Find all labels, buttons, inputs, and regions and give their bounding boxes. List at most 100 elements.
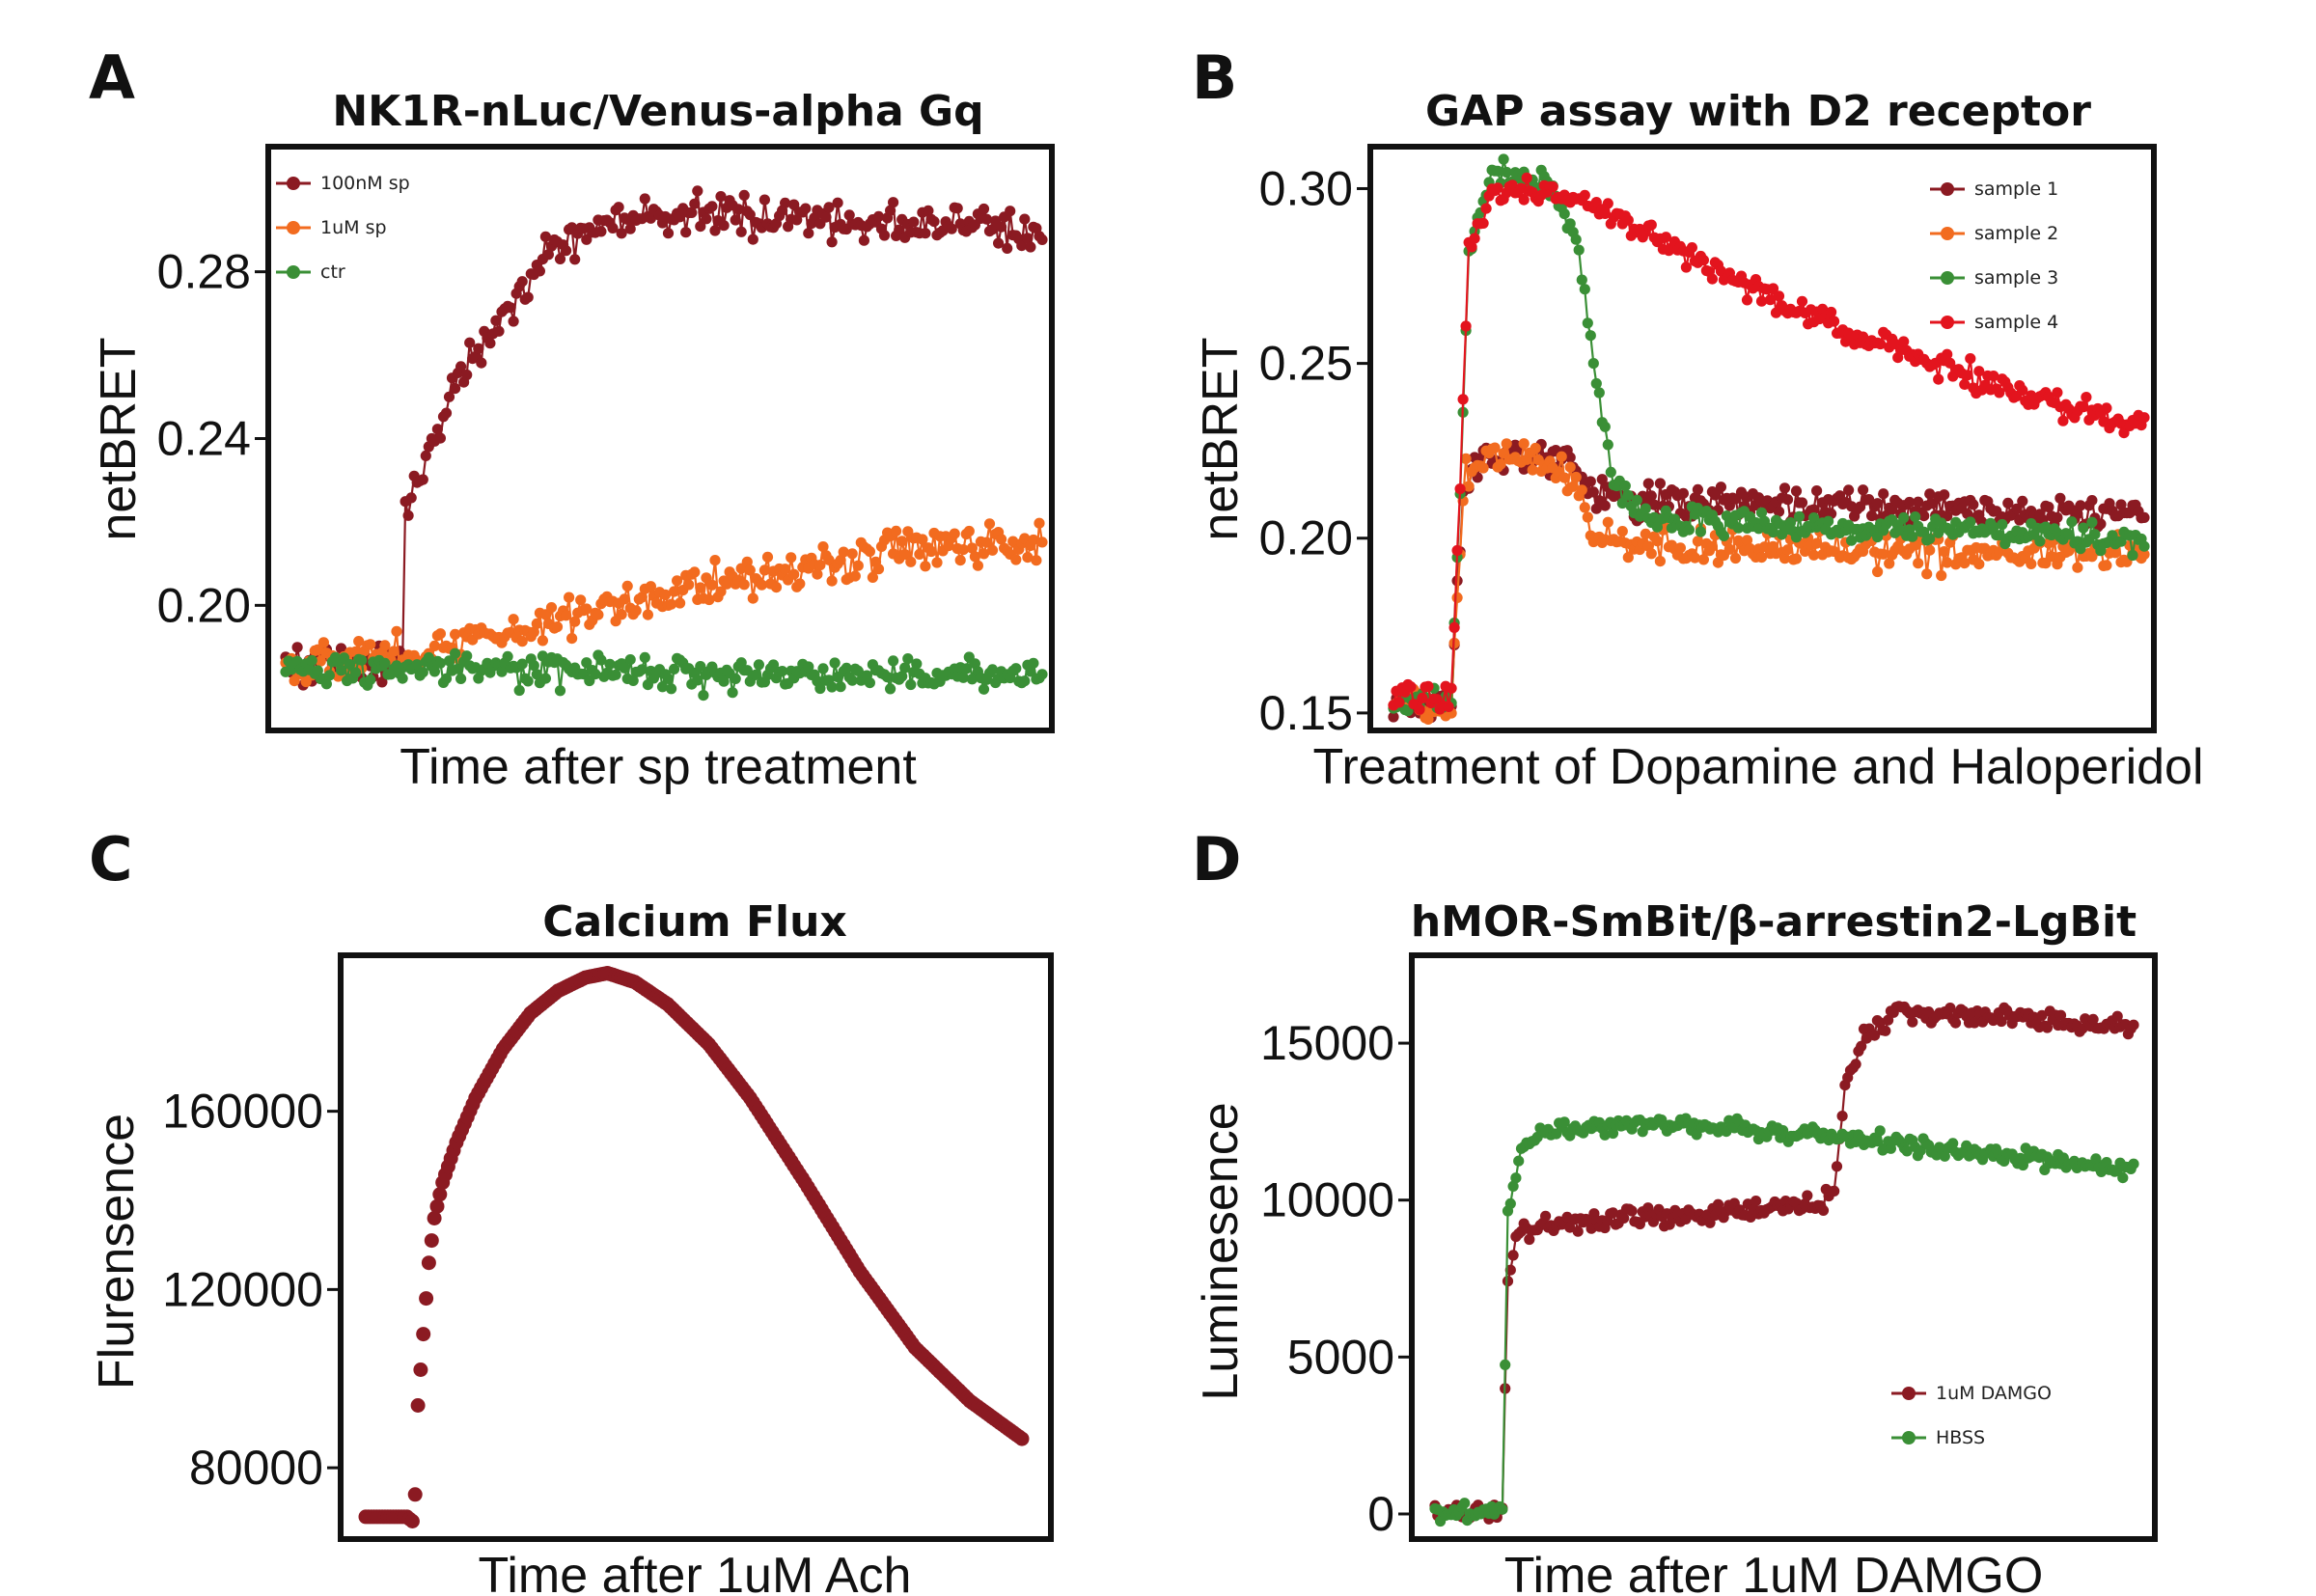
data-point: [2111, 1010, 2123, 1022]
data-point: [885, 683, 896, 695]
data-point: [832, 197, 843, 208]
data-point: [817, 663, 829, 674]
y-tick-label-a: 0.20: [157, 578, 251, 632]
data-point: [1469, 233, 1480, 244]
data-point: [730, 214, 741, 226]
data-point: [899, 549, 911, 561]
data-point: [1524, 1233, 1535, 1246]
data-point: [1019, 533, 1031, 544]
data-point: [826, 681, 838, 693]
legend-label: HBSS: [1936, 1427, 1985, 1448]
legend-label: 1uM sp: [320, 217, 387, 238]
data-point: [2128, 1019, 2139, 1031]
data-point: [1770, 307, 1782, 318]
panel-d: D hMOR-SmBit/β-arrestin2-LgBit Time afte…: [1192, 824, 2158, 1596]
data-point: [1715, 482, 1726, 493]
data-point: [569, 616, 581, 627]
data-point: [1547, 180, 1558, 193]
data-point: [1443, 701, 1454, 713]
data-point: [323, 670, 335, 681]
panel-b: B GAP assay with D2 receptor Treatment o…: [1192, 42, 2204, 795]
chart-title-c: Calcium Flux: [542, 897, 847, 947]
data-point: [1507, 1250, 1519, 1261]
data-point: [434, 628, 446, 640]
data-point: [692, 185, 703, 197]
data-point: [1570, 471, 1582, 483]
x-axis-label-b: Treatment of Dopamine and Haloperidol: [1312, 739, 2203, 795]
data-point: [417, 474, 428, 485]
panel-c: C Calcium Flux Time after 1uM Ach Fluren…: [89, 824, 1054, 1596]
data-point: [1463, 481, 1475, 492]
data-point: [490, 315, 502, 326]
panel-a: A NK1R-nLuc/Venus-alpha Gq Time after sp…: [89, 42, 1055, 795]
data-point: [1019, 675, 1031, 687]
data-point: [1414, 703, 1425, 715]
data-point: [621, 580, 633, 592]
data-point: [1811, 537, 1823, 549]
data-point: [1022, 233, 1034, 244]
data-point: [407, 1487, 423, 1502]
data-point: [852, 560, 864, 571]
data-point: [686, 206, 698, 218]
data-point: [476, 357, 487, 369]
data-point: [800, 203, 812, 214]
data-point: [1002, 242, 1013, 254]
legend-label: ctr: [320, 261, 345, 283]
data-point: [2138, 412, 2150, 424]
data-point: [528, 660, 539, 672]
data-point: [388, 646, 400, 657]
data-point: [434, 657, 446, 669]
y-axis-label-a: netBRET: [91, 338, 147, 541]
data-point: [1007, 536, 1019, 547]
data-point: [1498, 153, 1509, 165]
data-point: [835, 681, 846, 693]
data-point: [1585, 1223, 1597, 1234]
data-point: [1540, 1210, 1552, 1222]
data-point: [432, 1187, 448, 1202]
data-point: [1790, 553, 1803, 564]
data-point: [1718, 530, 1729, 542]
data-point: [747, 234, 758, 245]
data-point: [1596, 474, 1608, 485]
data-point: [1422, 680, 1434, 692]
data-point: [1422, 713, 1434, 726]
data-point: [1564, 461, 1576, 473]
data-point: [896, 671, 908, 682]
data-point: [427, 1211, 442, 1225]
data-point: [730, 673, 741, 685]
data-point: [1781, 544, 1794, 556]
data-point: [1778, 553, 1791, 564]
data-point: [885, 205, 896, 216]
y-tick-label-d: 0: [1367, 1487, 1394, 1541]
data-point: [443, 391, 455, 402]
data-point: [1036, 669, 1048, 680]
data-point: [419, 1291, 434, 1307]
data-point: [539, 673, 552, 684]
data-point: [666, 598, 677, 610]
data-point: [662, 673, 675, 685]
legend-item: 1uM DAMGO: [1891, 1383, 2052, 1404]
data-point: [2127, 549, 2138, 562]
data-point: [1501, 438, 1512, 450]
legend-b: sample 1 sample 2 sample 3 sample 4: [1930, 179, 2058, 333]
data-point: [1388, 711, 1399, 723]
data-point: [753, 659, 765, 671]
data-point: [1602, 439, 1613, 451]
data-point: [1829, 316, 1840, 327]
data-point: [356, 654, 368, 666]
data-point: [379, 640, 391, 651]
data-point: [683, 579, 695, 591]
data-point: [2057, 415, 2069, 427]
data-point: [1709, 489, 1721, 501]
data-point: [1622, 552, 1634, 564]
data-point: [1817, 1204, 1830, 1216]
data-point: [450, 647, 461, 659]
data-point: [732, 204, 744, 215]
data-point: [949, 528, 960, 539]
data-point: [1616, 526, 1628, 537]
data-point: [820, 211, 832, 223]
data-point: [1654, 556, 1666, 567]
data-point: [2128, 1158, 2139, 1169]
data-point: [1994, 387, 2005, 399]
data-point: [780, 197, 791, 208]
